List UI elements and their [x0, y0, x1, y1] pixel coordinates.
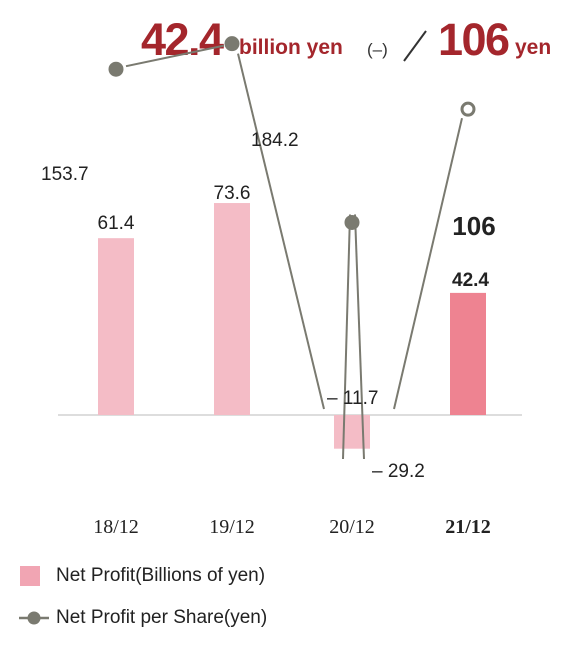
eps-value-label-21-12: 106	[452, 211, 495, 241]
eps-point-21-12	[460, 101, 476, 117]
x-tick-label-18-12: 18/12	[93, 516, 139, 538]
x-tick-label-19-12: 19/12	[209, 516, 255, 538]
bar-value-label-18-12: 61.4	[98, 213, 135, 234]
legend-label-net-profit: Net Profit(Billions of yen)	[56, 565, 266, 586]
eps-value-label-19-12: 184.2	[251, 130, 299, 151]
bar-swatch-icon	[20, 566, 40, 586]
eps-line-segment-2	[237, 53, 325, 410]
eps-point-20-12	[344, 214, 360, 230]
legend-item-eps: Net Profit per Share(yen)	[18, 604, 418, 634]
eps-value-label-18-12: 153.7	[41, 164, 89, 185]
net-profit-value: 42.4	[141, 14, 224, 65]
bar-value-label-21-12: 42.4	[452, 270, 489, 291]
bar-18-12	[98, 238, 134, 415]
legend-item-net-profit: Net Profit(Billions of yen)	[18, 562, 418, 592]
eps-line-segment-3	[342, 214, 351, 460]
x-tick-label-21-12: 21/12	[445, 516, 491, 538]
eps-line-segment-5	[393, 117, 463, 410]
eps-point-18-12	[108, 61, 124, 77]
headline: 42.4 billion yen (–) 106 yen	[141, 12, 571, 72]
eps-value-label-20-12: – 29.2	[372, 461, 425, 482]
eps-point-19-12	[224, 36, 240, 52]
change-indicator: (–)	[367, 40, 388, 59]
eps-line-segment-4	[354, 214, 365, 460]
eps-value: 106	[438, 14, 510, 65]
line-marker-icon	[19, 611, 49, 625]
bar-value-label-19-12: 73.6	[214, 183, 251, 204]
net-profit-unit: billion yen	[239, 36, 343, 59]
bar-20-12	[334, 415, 370, 449]
eps-unit: yen	[515, 36, 552, 59]
bar-value-label-20-12: – 11.7	[327, 388, 378, 409]
bar-19-12	[214, 203, 250, 415]
eps-line-segment-1	[125, 44, 225, 68]
legend-label-eps: Net Profit per Share(yen)	[56, 607, 268, 628]
bar-21-12	[450, 292, 486, 415]
slash-divider	[403, 30, 427, 62]
x-tick-label-20-12: 20/12	[329, 516, 375, 538]
